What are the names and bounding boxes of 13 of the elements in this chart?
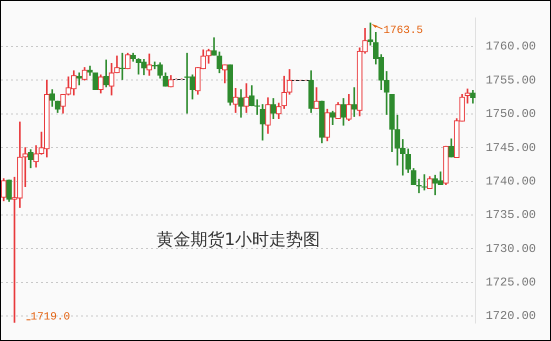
annotation: 1763.5	[383, 24, 424, 37]
y-tick-label: 1745.00	[486, 140, 536, 155]
y-tick-label: 1735.00	[486, 208, 536, 222]
candlestick	[464, 88, 470, 104]
y-tick-label: 1740.00	[486, 174, 536, 188]
y-tick-label: 1750.00	[486, 107, 536, 122]
y-tick-label: 1755.00	[486, 73, 536, 88]
annotation: 1719.0	[30, 312, 70, 324]
y-tick-label: 1725.00	[486, 276, 536, 290]
y-tick-label: 1760.00	[486, 40, 536, 54]
y-tick-label: 1720.00	[486, 309, 536, 324]
y-tick-label: 1730.00	[486, 242, 536, 256]
annotation: 黄金期货1小时走势图	[156, 230, 320, 250]
